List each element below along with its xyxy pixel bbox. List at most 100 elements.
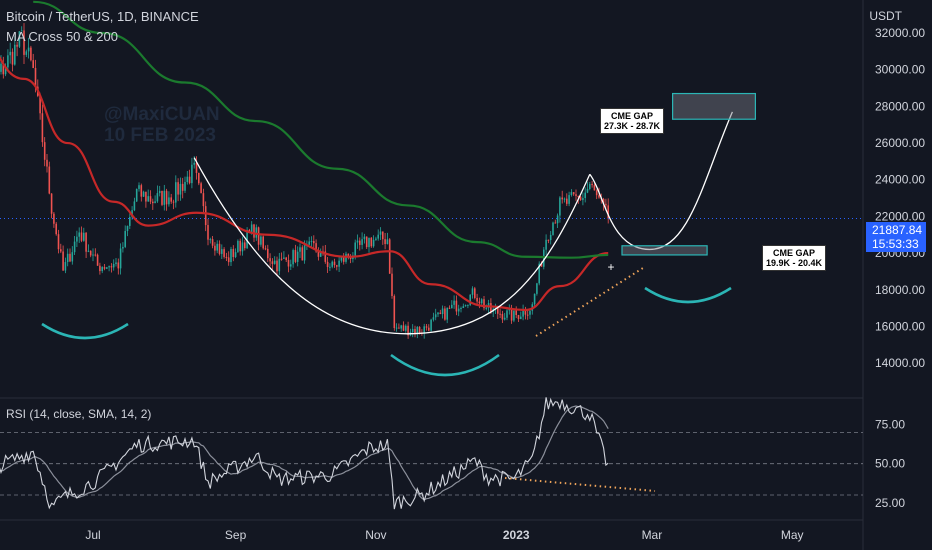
candle-body	[165, 190, 168, 205]
candle-body	[416, 326, 419, 334]
candle-body	[11, 51, 14, 65]
candle-body	[543, 249, 545, 267]
candle-body	[92, 254, 94, 256]
candle-body	[398, 327, 400, 329]
chart-title[interactable]: Bitcoin / TetherUS, 1D, BINANCE	[6, 9, 199, 24]
candle-body	[4, 67, 7, 75]
candle-body	[207, 225, 209, 240]
candle-body	[552, 222, 554, 235]
candle-body	[593, 185, 596, 191]
candle-body	[255, 227, 258, 238]
candle-body	[53, 213, 55, 224]
candle-body	[223, 249, 225, 257]
candle-body	[434, 314, 437, 318]
candle-body	[280, 258, 283, 260]
cme-gap-lower-label: CME GAP 19.9K - 20.4K	[762, 245, 827, 271]
candle-body	[276, 260, 278, 272]
candle-body	[115, 262, 117, 265]
candle-body	[181, 183, 184, 191]
candle-body	[57, 234, 60, 250]
candle-body	[386, 239, 389, 245]
candle-body	[186, 176, 189, 183]
candle-body	[554, 222, 557, 224]
current-price: 21887.84	[872, 223, 923, 237]
candle-body	[522, 309, 524, 317]
candle-body	[336, 265, 338, 267]
candle-body	[513, 310, 515, 321]
candle-body	[589, 183, 591, 190]
time-tick-label: May	[781, 528, 804, 542]
candle-body	[154, 201, 156, 204]
candle-body	[368, 237, 370, 248]
candle-body	[287, 260, 290, 267]
candle-body	[133, 201, 136, 211]
candle-body	[230, 248, 232, 263]
cup-arc-projection	[644, 286, 732, 304]
candle-body	[432, 317, 435, 320]
candle-body	[152, 201, 154, 204]
candle-body	[94, 254, 97, 256]
price-tick-label: 28000.00	[875, 99, 925, 113]
candles	[0, 23, 609, 339]
candle-body	[577, 195, 580, 197]
candle-body	[71, 252, 74, 262]
candle-body	[156, 193, 159, 202]
candle-body	[361, 239, 363, 245]
candle-body	[83, 232, 85, 241]
candle-body	[359, 240, 361, 245]
ma50-line	[0, 56, 609, 312]
candle-body	[108, 266, 110, 268]
candle-body	[122, 246, 124, 249]
candle-body	[27, 47, 30, 52]
candle-body	[329, 266, 331, 268]
price-axis: 32000.00 30000.00 28000.00 26000.00 24000.00…	[875, 26, 925, 370]
cme-gap-upper-box	[671, 92, 756, 120]
candle-body	[395, 327, 398, 329]
candle-body	[478, 301, 481, 304]
candle-body	[607, 205, 609, 219]
cme-gap-upper-range: 27.3K - 28.7K	[604, 121, 661, 131]
time-tick-label: Nov	[365, 528, 386, 542]
candle-body	[241, 242, 244, 252]
candle-body	[510, 308, 513, 321]
candle-body	[46, 159, 48, 167]
candle-body	[384, 239, 386, 245]
candle-body	[299, 247, 301, 252]
candle-body	[76, 236, 78, 242]
candle-body	[177, 182, 179, 195]
candle-body	[469, 294, 471, 305]
candle-body	[78, 232, 80, 237]
candle-body	[106, 267, 108, 269]
candle-body	[170, 197, 172, 202]
cme-gap-lower-title: CME GAP	[773, 248, 816, 258]
rsi-pane: 75.00 50.00 25.00	[0, 397, 905, 510]
price-tick-label: 30000.00	[875, 63, 925, 77]
candle-body	[195, 162, 198, 173]
indicator-legend-rsi[interactable]: RSI (14, close, SMA, 14, 2)	[6, 407, 152, 421]
candle-body	[14, 44, 16, 65]
candle-body	[540, 263, 543, 267]
candle-body	[142, 191, 145, 197]
candle-body	[310, 241, 313, 243]
candle-body	[501, 314, 504, 320]
candle-body	[414, 328, 416, 334]
candle-body	[112, 264, 115, 268]
ma200-line	[33, 0, 609, 259]
candle-body	[55, 223, 57, 235]
candle-body	[370, 237, 373, 247]
candle-body	[292, 250, 294, 265]
indicator-legend-ma-cross[interactable]: MA Cross 50 & 200	[6, 29, 118, 44]
candle-body	[538, 263, 540, 284]
candle-body	[7, 55, 9, 68]
time-tick-label: Mar	[642, 528, 663, 542]
candle-body	[283, 257, 285, 259]
candle-body	[87, 250, 90, 252]
candle-body	[333, 261, 336, 266]
candle-body	[200, 183, 202, 194]
candle-body	[405, 325, 407, 331]
candle-body	[464, 305, 467, 307]
time-axis: Jul Sep Nov 2023 Mar May	[85, 528, 803, 542]
candle-body	[372, 239, 375, 247]
candle-body	[471, 288, 474, 295]
